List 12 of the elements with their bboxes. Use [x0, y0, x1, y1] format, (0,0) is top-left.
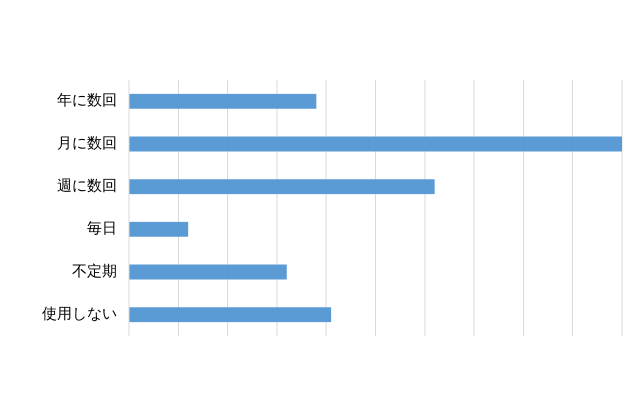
y-tick-label: 月に数回	[57, 134, 117, 152]
bar	[130, 222, 188, 237]
y-tick-label: 使用しない	[42, 304, 117, 323]
y-tick-label: 毎日	[87, 219, 117, 238]
bar	[130, 264, 287, 280]
y-tick-label: 不定期	[72, 262, 117, 280]
bar	[130, 136, 622, 152]
bar	[130, 94, 316, 109]
bar	[130, 179, 435, 194]
bar	[130, 307, 332, 322]
y-tick-label: 週に数回	[57, 176, 117, 195]
y-tick-label: 年に数回	[57, 91, 117, 110]
